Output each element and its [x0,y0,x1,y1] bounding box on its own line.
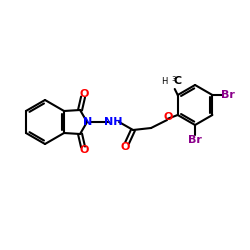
Text: NH: NH [104,117,122,127]
Text: C: C [174,76,182,86]
Text: O: O [120,142,130,152]
Text: Br: Br [188,135,202,145]
Text: Br: Br [222,90,235,100]
Text: 3: 3 [172,76,176,82]
Text: O: O [79,89,89,99]
Text: O: O [163,112,173,122]
Text: N: N [84,117,93,127]
Text: H: H [161,76,168,86]
Text: O: O [79,145,89,155]
